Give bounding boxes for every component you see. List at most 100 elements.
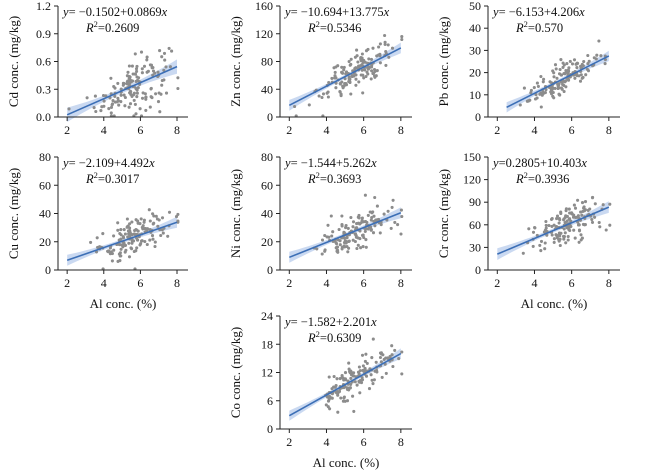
x-tick-label-ni: 6	[361, 276, 367, 290]
point-cd	[156, 100, 161, 104]
point-cu	[130, 241, 134, 245]
point-cd	[164, 91, 169, 95]
y-tick-label-cr: 150	[463, 150, 481, 164]
fit-line-cu	[66, 221, 178, 262]
point-cd	[144, 95, 148, 100]
point-cr	[566, 234, 570, 239]
y-tick-label-cd: 0.6	[36, 55, 51, 69]
point-pb	[561, 65, 565, 69]
y-axis-label-cd: Cd conc. (mg/kg)	[6, 16, 21, 107]
point-cd	[176, 86, 180, 91]
point-cu	[122, 228, 126, 232]
point-cu	[154, 214, 158, 218]
point-ni	[359, 221, 363, 225]
point-zn	[400, 37, 404, 42]
x-tick-label-cr: 8	[606, 276, 612, 290]
point-cd	[134, 87, 138, 91]
x-tick-label-cu: 6	[137, 276, 143, 290]
x-tick-label-zn: 2	[286, 123, 292, 137]
point-pb	[522, 86, 526, 90]
regression-equation-ni: y= −1.544+5.262x	[283, 156, 377, 170]
fit-line-ni	[288, 211, 402, 259]
point-cd	[126, 70, 130, 74]
point-cd	[146, 69, 150, 73]
y-axis-label-cr: Cr conc. (mg/kg)	[436, 169, 451, 258]
point-cd	[160, 83, 164, 87]
point-co	[400, 372, 404, 376]
point-cr	[590, 217, 594, 222]
point-pb	[552, 75, 556, 79]
point-cd	[128, 102, 133, 106]
point-zn	[354, 77, 358, 81]
point-cr	[576, 198, 580, 202]
panel-ni: 0 20 40 60 80 2 4 6 8 Ni conc. (mg/kg) y= −1.544+5…	[228, 150, 412, 290]
point-cd	[128, 75, 132, 79]
point-cd	[119, 100, 123, 104]
r-squared-pb: R2=0.570	[515, 19, 563, 35]
point-ni	[361, 245, 365, 249]
point-zn	[307, 103, 311, 107]
point-cd	[135, 95, 139, 99]
y-tick-label-co: 18	[261, 337, 273, 351]
point-cd	[116, 81, 120, 85]
point-co	[336, 410, 340, 414]
point-cu	[151, 237, 155, 241]
point-ni	[399, 208, 403, 212]
point-cd	[109, 76, 113, 80]
point-zn	[362, 58, 366, 62]
point-pb	[568, 59, 572, 63]
point-co	[380, 375, 384, 379]
point-cu	[101, 232, 105, 236]
point-cu	[152, 214, 156, 218]
y-tick-label-co: 24	[261, 309, 273, 323]
point-cd	[110, 103, 114, 107]
point-cd	[130, 64, 134, 68]
point-ni	[358, 237, 362, 241]
point-cd	[125, 74, 129, 78]
point-cu	[153, 240, 157, 244]
point-cr	[576, 214, 580, 218]
point-cd	[164, 65, 168, 69]
point-cu	[110, 259, 114, 263]
point-pb	[579, 73, 583, 77]
point-cu	[123, 250, 127, 254]
point-pb	[586, 53, 590, 58]
point-ni	[351, 225, 355, 229]
point-cd	[150, 96, 154, 100]
point-pb	[529, 88, 533, 92]
point-pb	[551, 90, 555, 95]
y-tick-label-zn: 160	[255, 0, 273, 13]
point-pb	[584, 73, 588, 77]
point-cu	[125, 217, 129, 221]
point-cd	[160, 55, 164, 59]
point-cd	[135, 69, 139, 73]
point-co	[365, 361, 369, 365]
point-ni	[372, 219, 376, 223]
point-ni	[356, 243, 360, 247]
point-pb	[559, 86, 563, 90]
point-zn	[400, 35, 404, 39]
point-cu	[161, 231, 165, 235]
y-tick-label-pb: 10	[469, 88, 481, 102]
point-cu	[176, 212, 180, 216]
point-cd	[135, 64, 139, 68]
point-cd	[139, 50, 144, 54]
point-ni	[360, 233, 365, 237]
point-zn	[352, 74, 356, 78]
point-zn	[293, 104, 297, 109]
point-zn	[373, 75, 377, 79]
point-cu	[153, 244, 157, 249]
point-pb	[544, 88, 548, 92]
point-cr	[597, 220, 601, 225]
point-cr	[590, 196, 595, 200]
point-cd	[102, 104, 106, 108]
point-co	[358, 391, 362, 395]
point-ni	[359, 246, 363, 250]
point-cu	[121, 235, 125, 239]
point-cd	[122, 93, 126, 97]
point-cd	[144, 108, 148, 112]
point-zn	[344, 82, 348, 86]
x-tick-label-cu: 4	[101, 276, 107, 290]
point-cu	[132, 249, 136, 254]
point-zn	[384, 63, 388, 67]
